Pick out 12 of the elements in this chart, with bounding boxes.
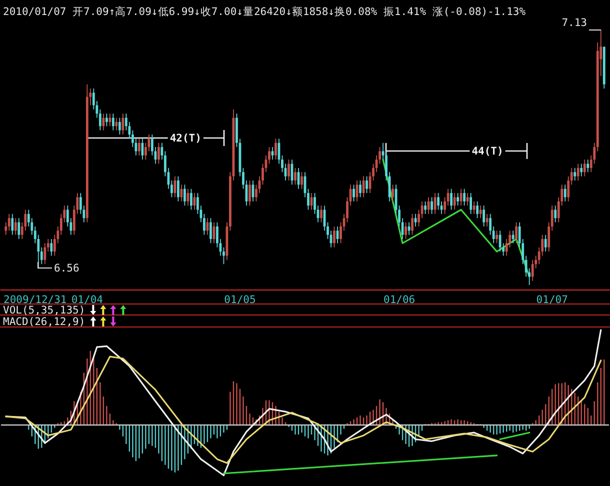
x-tick-label: 2009/12/31 (4, 294, 67, 306)
text: 2010/01/07 开7.09↑高7.09↓低6.99↓收7.00↓量26420↓额1858↓换0.08% 振1.41% 涨(-0.08)-1.13% (3, 5, 526, 18)
annotation: 44(T) (472, 146, 504, 158)
x-tick-label: 01/07 (536, 294, 568, 306)
annotation: 42(T) (170, 132, 202, 145)
annotation: 6.56 (54, 262, 80, 275)
text: 7.13 (562, 17, 587, 29)
x-tick-label: 01/05 (224, 294, 256, 306)
text: VOL(5,35,135) (3, 304, 86, 317)
x-tick-label: 01/04 (71, 294, 103, 306)
text: MACD(26,12,9) (3, 316, 86, 328)
x-tick-label: 01/06 (383, 294, 416, 306)
